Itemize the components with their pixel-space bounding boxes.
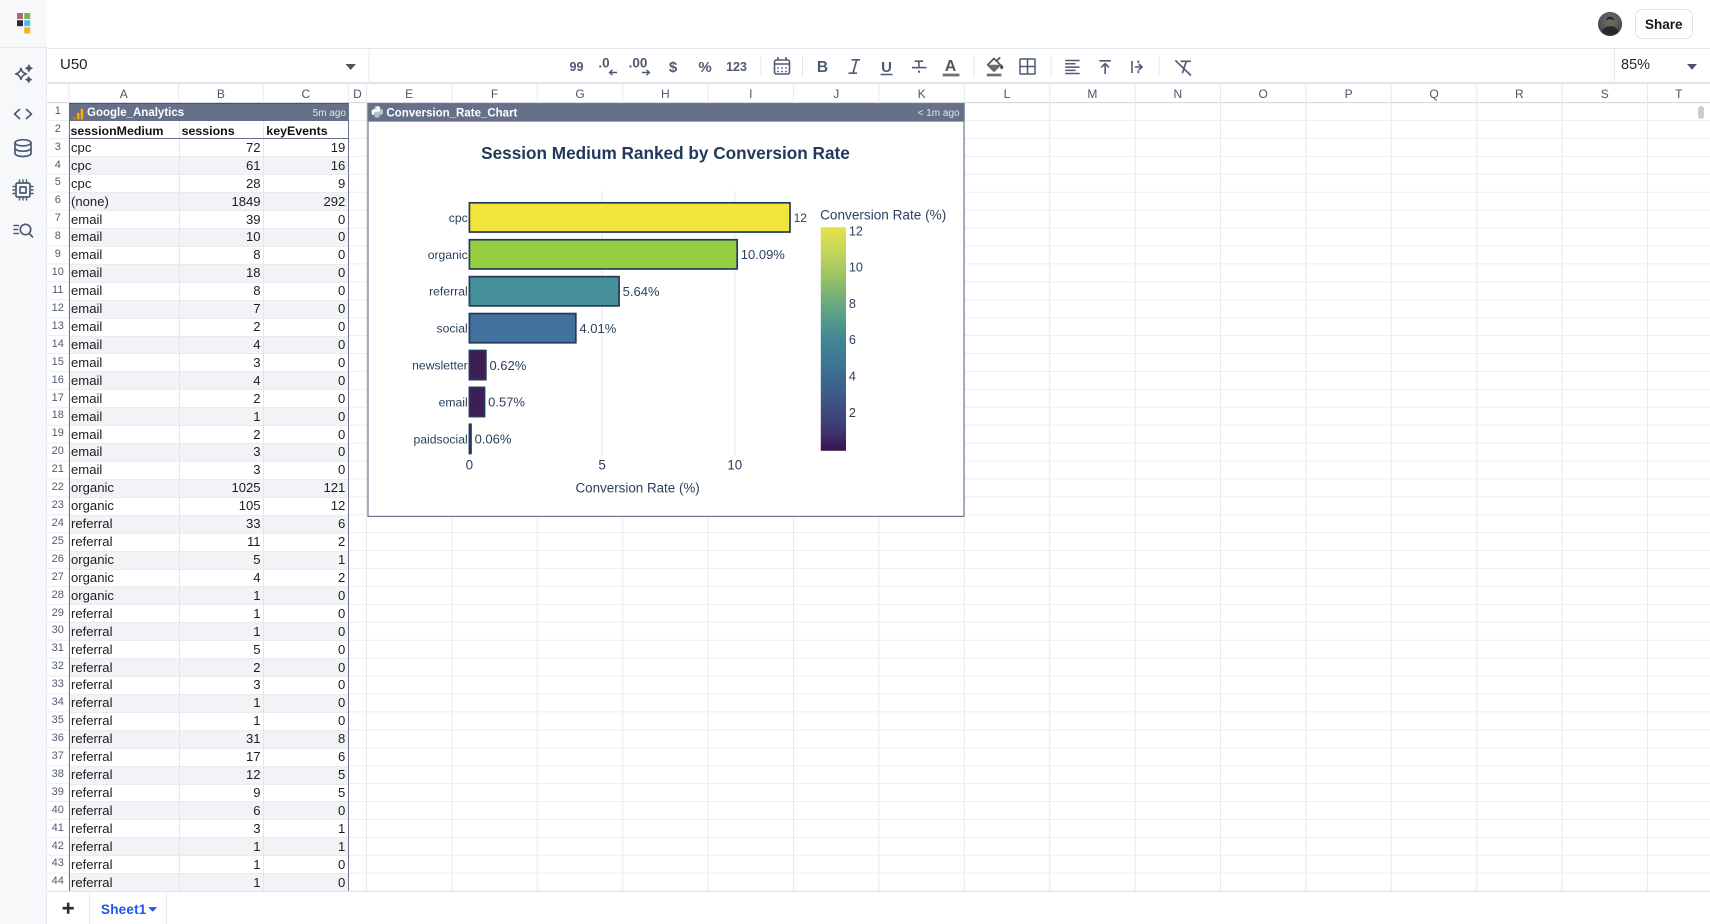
- svg-text:5: 5: [598, 457, 605, 472]
- svg-text:12: 12: [848, 224, 862, 238]
- svg-text:6: 6: [848, 333, 855, 347]
- svg-text:99: 99: [569, 60, 583, 74]
- svg-text:12: 12: [793, 211, 807, 225]
- svg-text:0.06%: 0.06%: [474, 431, 511, 446]
- svg-text:B: B: [816, 59, 827, 76]
- svg-text:4.01%: 4.01%: [579, 320, 616, 335]
- svg-text:10: 10: [848, 260, 862, 274]
- svg-text:paidsocial: paidsocial: [413, 432, 467, 446]
- svg-text:Session Medium Ranked by Conve: Session Medium Ranked by Conversion Rate: [481, 142, 850, 162]
- svg-text:social: social: [436, 321, 467, 335]
- svg-text:.00: .00: [628, 55, 647, 70]
- svg-text:organic: organic: [427, 247, 467, 261]
- svg-text:Conversion_Rate_Chart: Conversion_Rate_Chart: [386, 107, 517, 119]
- svg-text:5.64%: 5.64%: [622, 284, 659, 299]
- svg-text:email: email: [438, 395, 467, 409]
- svg-text:$: $: [668, 58, 677, 75]
- svg-text:newsletter: newsletter: [412, 358, 468, 372]
- svg-text:%: %: [698, 58, 711, 75]
- svg-text:U: U: [881, 58, 892, 75]
- svg-text:Conversion Rate (%): Conversion Rate (%): [820, 207, 946, 222]
- svg-text:Conversion Rate (%): Conversion Rate (%): [575, 480, 699, 495]
- svg-text:.0: .0: [598, 55, 609, 70]
- svg-text:4: 4: [848, 369, 855, 383]
- svg-text:0.57%: 0.57%: [488, 394, 525, 409]
- svg-text:10.09%: 10.09%: [740, 247, 785, 262]
- svg-text:< 1m ago: < 1m ago: [917, 108, 959, 119]
- svg-text:referral: referral: [429, 284, 468, 298]
- svg-text:2: 2: [848, 405, 855, 419]
- svg-text:0.62%: 0.62%: [489, 357, 526, 372]
- svg-text:10: 10: [727, 457, 742, 472]
- svg-text:8: 8: [848, 297, 855, 311]
- svg-text:0: 0: [465, 457, 472, 472]
- svg-text:123: 123: [726, 60, 747, 74]
- svg-text:cpc: cpc: [448, 211, 467, 225]
- svg-text:A: A: [944, 58, 956, 75]
